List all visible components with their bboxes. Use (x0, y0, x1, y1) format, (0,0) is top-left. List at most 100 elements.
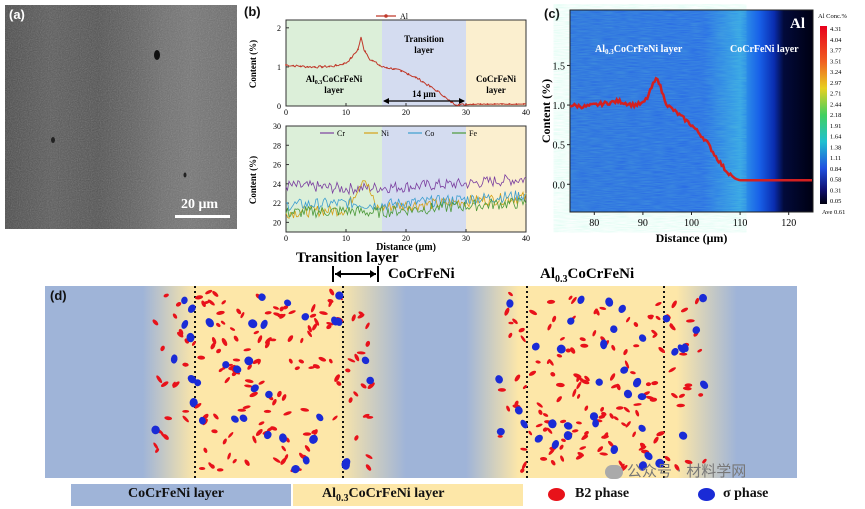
sigma-particle (181, 319, 189, 329)
b2-particle (529, 309, 538, 316)
b2-particle (678, 393, 685, 398)
b2-particle (508, 291, 513, 297)
b2-particle (579, 446, 587, 450)
b2-particle (655, 315, 661, 321)
top-xtick-label: 0 (284, 108, 288, 117)
al-series-point (465, 103, 467, 106)
b2-particle (671, 393, 678, 399)
top-ytick-label: 2 (277, 24, 281, 33)
sigma-particle (495, 375, 503, 384)
b2-particle (623, 406, 630, 413)
b2-particle (702, 458, 707, 464)
sigma-particle (534, 434, 543, 443)
sigma-particle (194, 379, 202, 387)
b2-particle (682, 386, 692, 391)
c-ytick-label: 0.5 (553, 141, 566, 152)
region-label-cocrfeni-1: CoCrFeNi (476, 74, 516, 84)
b2-particle (216, 322, 221, 328)
b2-particle (336, 381, 342, 386)
b2-particle (328, 358, 333, 364)
al-series-point (299, 65, 302, 68)
sigma-particle (600, 339, 608, 350)
b2-particle (280, 457, 287, 465)
al-series-point (371, 59, 374, 62)
element-map-noise (570, 10, 731, 212)
c-ytick-label: 0.0 (553, 180, 566, 191)
bot-xlabel: Distance (μm) (376, 242, 436, 252)
b2-particle (163, 293, 169, 298)
b2-particle (283, 411, 292, 416)
b2-particle (229, 327, 236, 331)
transition-label: Transition layer (296, 250, 399, 266)
b2-particle (624, 360, 630, 369)
al-series-point (364, 50, 367, 53)
b2-particle (182, 362, 189, 367)
colorbar-value: 0.31 (830, 187, 841, 194)
b2-particle (155, 448, 160, 453)
sigma-particle (301, 313, 310, 321)
legend-label-cr: Cr (337, 129, 345, 138)
b2-particle (222, 438, 227, 445)
b2-particle (221, 338, 228, 346)
bot-ytick-label: 26 (273, 161, 281, 170)
top-ytick-label: 0 (277, 102, 281, 111)
panel-d-label: (d) (50, 288, 67, 303)
b2-particle (518, 327, 525, 333)
b2-particle (194, 403, 202, 409)
sigma-particle (623, 389, 633, 399)
b2-particle (626, 316, 631, 323)
map-region-cocrfeni: CoCrFeNi layer (730, 44, 799, 55)
b2-particle (327, 298, 334, 304)
sigma-particle (605, 297, 614, 307)
b2-particle (556, 396, 562, 403)
b2-particle (156, 375, 163, 384)
b2-particle (560, 419, 567, 424)
c-xtick-label: 80 (589, 218, 599, 229)
b2-particle (252, 358, 261, 365)
legend-label-fe: Fe (469, 129, 477, 138)
b2-particle (257, 335, 263, 344)
region-label-transition-2: layer (414, 45, 434, 55)
b2-particle (698, 393, 704, 397)
colorbar-value: 2.44 (830, 101, 842, 108)
b2-particle (550, 459, 556, 466)
b2-particle (556, 354, 563, 358)
b2-particle (360, 383, 367, 389)
b2-particle (347, 358, 356, 363)
region-label-cocrfeni-2: layer (486, 85, 506, 95)
b2-particle (656, 431, 665, 437)
b2-particle (281, 445, 287, 452)
b2-particle (581, 379, 590, 385)
b2-particle (599, 306, 607, 310)
sigma-particle (678, 431, 688, 440)
b2-particle (357, 313, 365, 319)
colorbar (820, 26, 827, 204)
scale-bar-label: 20 μm (181, 197, 219, 212)
region-label-transition-1: Transition (404, 34, 444, 44)
region-label-al03-2: layer (324, 85, 344, 95)
colorbar-value: 4.31 (830, 26, 841, 33)
sigma-particle (610, 325, 618, 333)
c-ytick-label: 1.0 (553, 101, 566, 112)
b2-particle (244, 384, 253, 388)
b2-particle (210, 342, 216, 350)
map-region-al03: Al0.3CoCrFeNi layer (595, 44, 683, 56)
b2-particle (312, 364, 320, 369)
b2-particle (599, 452, 608, 456)
b2-particle (194, 295, 204, 300)
legend-swatch-cocrfeni (71, 484, 291, 506)
b2-particle (152, 319, 159, 326)
sem-texture (5, 5, 237, 229)
sigma-particle (335, 291, 344, 300)
sigma-particle (233, 365, 242, 374)
sigma-particle (514, 406, 523, 415)
sigma-particle (361, 356, 370, 365)
b2-particle (572, 388, 577, 398)
bot-region-transition (382, 126, 466, 232)
b2-particle (159, 430, 165, 438)
b2-particle (547, 323, 552, 331)
b2-particle (160, 345, 165, 352)
transition-arrow (332, 266, 379, 282)
b2-particle (597, 446, 604, 453)
